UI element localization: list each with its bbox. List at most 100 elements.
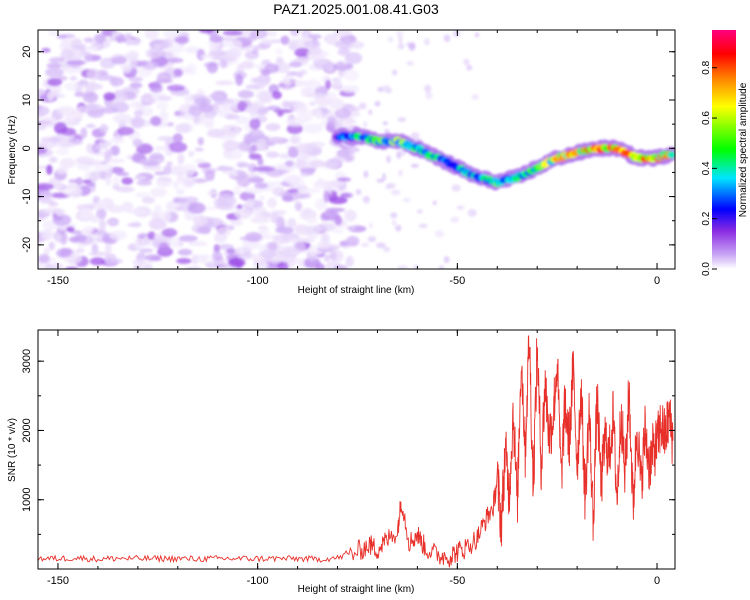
spectrogram-noise-cell [328, 98, 345, 111]
spectrogram-noise-cell [390, 189, 401, 196]
spectrogram-noise-cell [271, 91, 282, 100]
spectrogram-noise-cell [213, 243, 221, 254]
spectrogram-noise-cell [253, 211, 262, 217]
spectrogram-noise-cell [341, 192, 354, 199]
spectrogram-noise-cell [156, 101, 169, 111]
spectrogram-noise-cell [358, 102, 367, 110]
spectrogram-noise-cell [323, 254, 331, 262]
spectrogram-noise-cell [355, 188, 362, 196]
spectrogram-noise-cell [281, 100, 291, 108]
spectrogram-noise-cell [305, 217, 318, 224]
spectrogram-noise-cell [299, 167, 317, 173]
spectrogram-noise-cell [289, 78, 296, 84]
spectrogram-noise-cell [66, 60, 86, 66]
spectrogram-noise-cell [334, 215, 343, 226]
spectrogram-noise-cell [156, 71, 172, 84]
spectrogram-noise-cell [132, 138, 143, 148]
spectrogram-noise-cell [141, 196, 155, 204]
spectrogram-noise-cell [75, 177, 84, 186]
spectrogram-noise-cell [206, 189, 217, 197]
spectrogram-noise-cell [110, 145, 120, 156]
spectrogram-noise-cell [313, 180, 333, 189]
spectrogram-noise-cell [212, 251, 223, 262]
spectrogram-noise-cell [307, 245, 318, 256]
spectrogram-noise-cell [115, 186, 135, 193]
spectrogram-noise-cell [300, 172, 308, 178]
spectrogram-noise-cell [134, 175, 147, 180]
spectrogram-noise-cell [136, 179, 153, 186]
spectrogram-noise-cell [104, 243, 112, 255]
spectrogram-noise-cell [98, 219, 107, 231]
spectrogram-noise-cell [188, 105, 203, 117]
spectrogram-noise-cell [314, 108, 323, 120]
spectrogram-noise-cell [91, 242, 99, 255]
spectrogram-noise-cell [71, 109, 84, 120]
spectrogram-noise-cell [392, 219, 397, 226]
spectrogram-noise-cell [334, 108, 352, 119]
spectrogram-noise-cell [237, 100, 248, 112]
spectrogram-noise-cell [182, 163, 197, 176]
colorbar: 0.0 0.2 0.4 0.6 0.8 Normalized spectral ampl… [701, 30, 749, 276]
spectrogram-noise-cell [199, 30, 214, 34]
spectrogram-noise-cell [154, 204, 163, 212]
spectrogram-noise-cell [76, 204, 95, 211]
snr-ytick-label: 2000 [21, 418, 33, 442]
spectrogram-noise-cell [363, 170, 369, 178]
spectrogram-noise-cell [103, 92, 116, 101]
spectrogram-noise-cell [249, 117, 261, 130]
spectrogram-noise-cell [418, 223, 428, 229]
spectrogram-noise-cell [309, 47, 323, 56]
spectrogram-noise-cell [228, 39, 243, 50]
spectrogram-noise-cell [59, 235, 68, 245]
spectrogram-noise-cell [377, 86, 384, 93]
snr-ytick-label: 1000 [21, 487, 33, 511]
spectrogram-noise-cell [204, 217, 224, 228]
spectrogram-noise-cell [391, 69, 398, 76]
spectrogram-noise-cell [386, 155, 391, 164]
spectrogram-noise-cell [313, 58, 333, 69]
spectrogram-noise-cell [130, 116, 145, 129]
spectrogram-noise-cell [300, 87, 314, 93]
spectrogram-noise-cell [308, 34, 322, 39]
spectrogram-noise-cell [303, 123, 323, 134]
spectrogram-noise-cell [106, 219, 119, 225]
spectrogram-noise-cell [266, 263, 279, 269]
spectrogram-noise-cell [132, 260, 145, 265]
spectrogram-noise-cell [342, 38, 356, 44]
spectrogram-plot-area [38, 30, 675, 269]
spectrogram-noise-cell [207, 258, 228, 266]
spectrogram-noise-cell [410, 163, 419, 169]
spectrogram-noise-cell [53, 122, 68, 134]
spectrogram-noise-cell [261, 38, 272, 46]
spectrogram-noise-cell [83, 37, 95, 43]
spectrogram-noise-cell [443, 256, 450, 264]
spectrogram-noise-cell [289, 30, 300, 37]
spectrogram-noise-cell [85, 103, 98, 111]
spectrogram-noise-cell [147, 231, 156, 241]
spectrogram-track-cell [666, 151, 675, 159]
spectrogram-noise-cell [38, 140, 56, 150]
spectrogram-noise-cell [153, 44, 163, 49]
spectrogram-noise-cell [434, 230, 445, 238]
colorbar-gradient [712, 30, 736, 269]
spectrogram-noise-cell [250, 144, 258, 152]
spectrogram-noise-cell [165, 201, 180, 211]
spectrogram-noise-cell [398, 37, 403, 45]
snr-ylabel: SNR (10 * v/v) [7, 418, 18, 482]
spectrogram-noise-cell [275, 48, 283, 55]
spectrogram-noise-cell [337, 47, 351, 56]
snr-xtick-label: -100 [247, 575, 269, 587]
snr-xtick-label: 0 [654, 575, 660, 587]
spectrogram-noise-cell [335, 61, 346, 72]
spectrogram-noise-cell [382, 84, 391, 93]
spectrogram-noise-cell [58, 225, 67, 231]
spectrogram-noise-cell [438, 265, 445, 269]
colorbar-tick-label: 0.2 [701, 211, 712, 225]
spectrogram-noise-cell [187, 202, 206, 214]
spectrogram-noise-cell [467, 208, 477, 217]
spectrogram-noise-cell [177, 240, 184, 247]
spectrogram-noise-cell [216, 106, 230, 118]
spectrogram-noise-cell [56, 106, 76, 116]
spectrogram-noise-cell [100, 59, 113, 69]
